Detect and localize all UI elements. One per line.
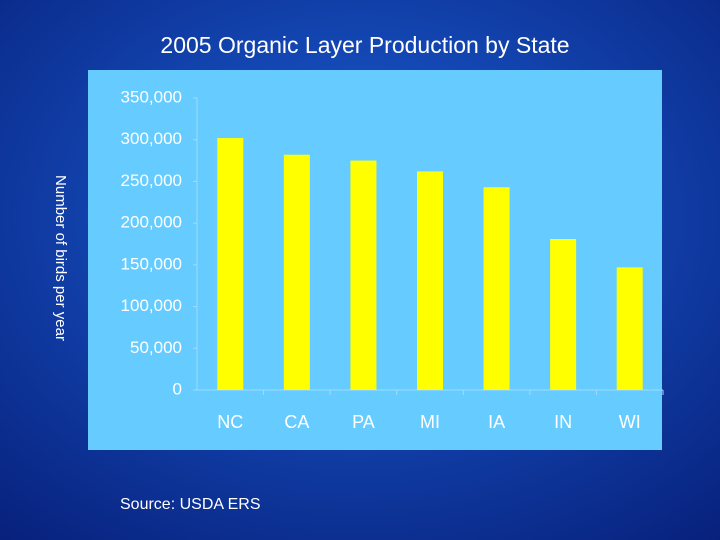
bar (217, 138, 244, 390)
source-note: Source: USDA ERS (120, 496, 261, 513)
chart-title: 2005 Organic Layer Production by State (160, 32, 569, 58)
y-axis-label: Number of birds per year (52, 175, 69, 341)
x-tick-label: CA (284, 412, 309, 432)
bar (417, 171, 443, 390)
bar (483, 187, 510, 390)
x-tick-label: PA (352, 412, 375, 432)
bar (283, 154, 310, 390)
y-tick-label: 150,000 (121, 254, 182, 273)
y-tick-label: 350,000 (121, 87, 182, 106)
bar (616, 267, 643, 390)
y-tick-label: 250,000 (121, 171, 182, 190)
x-tick-label: WI (619, 412, 641, 432)
y-tick-label: 0 (173, 379, 182, 398)
bar (550, 238, 577, 390)
x-tick-label: IA (488, 412, 505, 432)
x-tick-label: MI (420, 412, 440, 432)
y-tick-label: 300,000 (121, 129, 182, 148)
y-tick-label: 100,000 (121, 296, 182, 315)
x-tick-label: NC (217, 412, 243, 432)
bar (350, 160, 377, 390)
y-tick-label: 50,000 (130, 338, 182, 357)
x-tick-label: IN (554, 412, 572, 432)
y-tick-label: 200,000 (121, 213, 182, 232)
